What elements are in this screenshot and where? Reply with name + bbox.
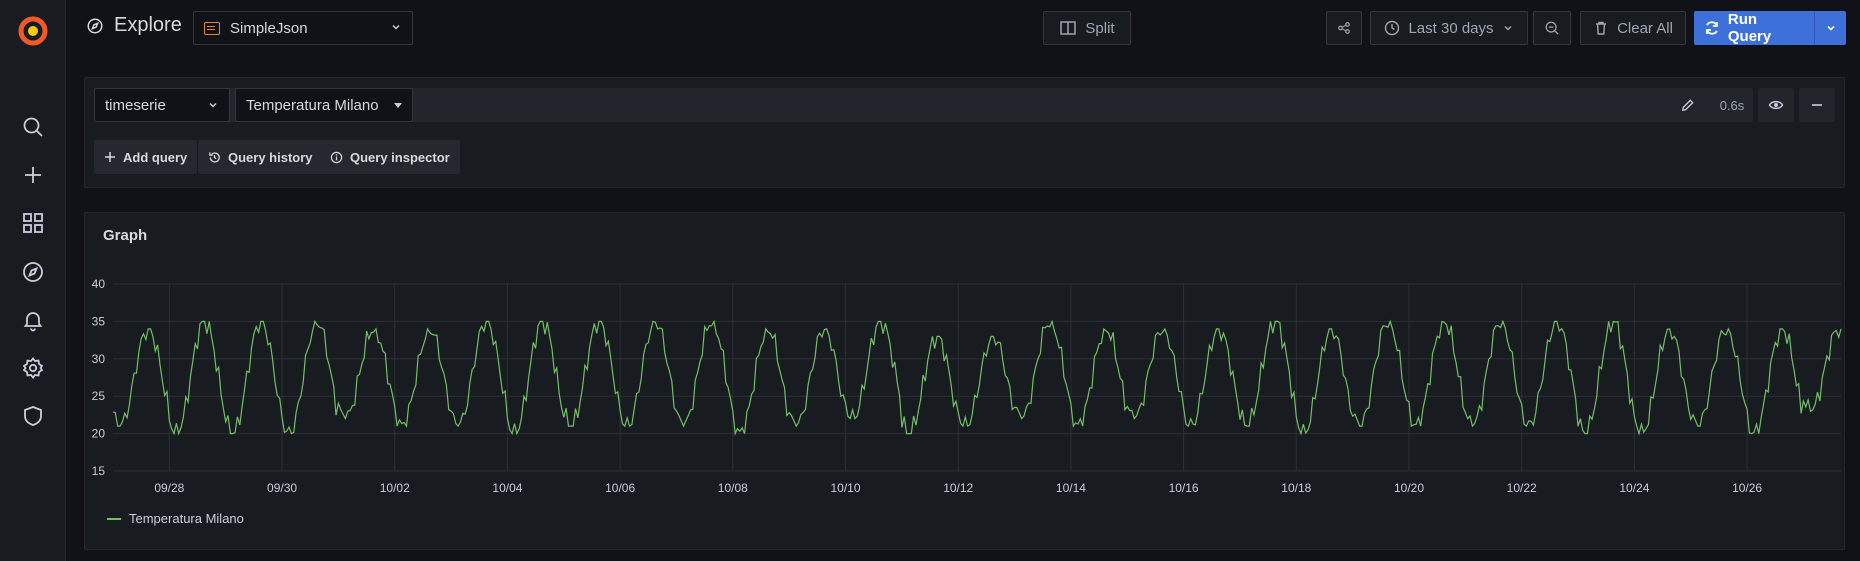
info-icon xyxy=(330,151,343,163)
x-tick-label: 10/06 xyxy=(605,481,635,495)
sidebar xyxy=(0,0,66,561)
y-tick-label: 15 xyxy=(92,464,106,478)
x-tick-label: 09/28 xyxy=(154,481,184,495)
caret-down-icon xyxy=(394,102,402,108)
y-tick-label: 35 xyxy=(92,314,106,328)
split-button[interactable]: Split xyxy=(1043,11,1131,45)
x-tick-label: 10/26 xyxy=(1732,481,1762,495)
split-label: Split xyxy=(1085,19,1115,37)
add-query-label: Add query xyxy=(123,149,188,165)
x-tick-label: 10/14 xyxy=(1056,481,1086,495)
bell-icon[interactable] xyxy=(18,305,48,335)
dashboards-icon[interactable] xyxy=(18,208,48,238)
page-title: Explore xyxy=(86,14,182,37)
zoom-out-icon xyxy=(1545,21,1559,35)
x-tick-label: 10/08 xyxy=(718,481,748,495)
clear-all-button[interactable]: Clear All xyxy=(1580,11,1686,45)
run-query-main[interactable]: Run Query xyxy=(1694,11,1814,45)
page-title-text: Explore xyxy=(114,14,182,36)
share-button[interactable] xyxy=(1326,11,1362,45)
chevron-down-icon xyxy=(1826,25,1835,31)
clear-all-label: Clear All xyxy=(1617,19,1673,37)
trash-icon xyxy=(1596,21,1607,35)
y-tick-label: 20 xyxy=(92,427,106,441)
query-target-select[interactable]: Temperatura Milano xyxy=(235,88,413,122)
graph-panel: 15 20 25 30 35 40 09/28 09/30 10/02 10/04 10/06 10/… xyxy=(84,212,1845,550)
graph-chart: 15 20 25 30 35 40 09/28 09/30 10/02 10/04 10/06 10/… xyxy=(92,277,1842,495)
plus-icon[interactable] xyxy=(18,160,48,190)
datasource-name: SimpleJson xyxy=(230,19,308,37)
zoom-out-button[interactable] xyxy=(1533,11,1571,45)
clock-icon xyxy=(1385,20,1400,36)
minus-icon xyxy=(1812,104,1822,106)
search-icon[interactable] xyxy=(18,112,48,142)
eye-icon xyxy=(1768,100,1784,110)
add-query-button[interactable]: Add query xyxy=(94,140,198,174)
datasource-picker[interactable]: SimpleJson xyxy=(193,11,413,45)
legend-item-label[interactable]: Temperatura Milano xyxy=(129,511,244,526)
compass-icon[interactable] xyxy=(18,257,48,287)
query-inspector-label: Query inspector xyxy=(350,149,450,165)
chevron-down-icon xyxy=(209,102,217,108)
remove-query-button[interactable] xyxy=(1799,88,1835,122)
plus-icon xyxy=(105,152,115,162)
x-tick-label: 10/22 xyxy=(1507,481,1537,495)
y-tick-label: 25 xyxy=(92,389,106,403)
top-bar: Explore SimpleJson Split xyxy=(66,0,1860,56)
x-tick-label: 10/10 xyxy=(831,481,861,495)
y-tick-label: 40 xyxy=(92,277,106,291)
query-target-value: Temperatura Milano xyxy=(246,96,379,114)
x-tick-label: 10/12 xyxy=(943,481,973,495)
run-query-label: Run Query xyxy=(1727,11,1772,45)
grafana-logo-icon[interactable] xyxy=(12,10,54,52)
graph-title: Graph xyxy=(103,227,148,244)
toggle-visibility-button[interactable] xyxy=(1758,88,1794,122)
legend-swatch xyxy=(107,517,121,520)
share-icon xyxy=(1338,22,1350,34)
run-query-button[interactable]: Run Query xyxy=(1694,11,1846,45)
query-type-select[interactable]: timeserie xyxy=(94,88,230,122)
split-icon xyxy=(1060,21,1077,35)
edit-query-button[interactable] xyxy=(1669,88,1705,122)
compass-icon xyxy=(87,18,103,33)
x-tick-label: 10/20 xyxy=(1394,481,1424,495)
query-time: 0.6s xyxy=(1711,88,1753,122)
x-tick-label: 10/18 xyxy=(1281,481,1311,495)
legend: Temperatura Milano xyxy=(107,511,244,526)
chevron-down-icon xyxy=(1504,25,1512,31)
y-tick-label: 30 xyxy=(92,352,106,366)
series-line-temperatura-milano xyxy=(112,319,1842,436)
time-range-label: Last 30 days xyxy=(1408,19,1494,37)
query-inspector-button[interactable]: Query inspector xyxy=(320,140,460,174)
history-icon xyxy=(209,151,220,163)
x-tick-label: 10/02 xyxy=(380,481,410,495)
shield-icon[interactable] xyxy=(18,401,48,431)
query-editor-panel: timeserie Temperatura Milano 0.6s Add qu… xyxy=(84,77,1845,188)
x-tick-label: 10/16 xyxy=(1169,481,1199,495)
x-tick-label: 10/04 xyxy=(492,481,522,495)
chevron-down-icon xyxy=(390,20,402,37)
query-history-label: Query history xyxy=(228,149,313,165)
time-range-picker[interactable]: Last 30 days xyxy=(1370,11,1528,45)
query-history-button[interactable]: Query history xyxy=(198,140,323,174)
x-tick-label: 09/30 xyxy=(267,481,297,495)
run-query-dropdown[interactable] xyxy=(1814,11,1846,45)
pencil-icon xyxy=(1681,98,1694,111)
x-tick-label: 10/24 xyxy=(1619,481,1649,495)
gear-icon[interactable] xyxy=(18,353,48,383)
query-type-value: timeserie xyxy=(105,96,166,114)
datasource-icon xyxy=(204,21,220,35)
refresh-icon xyxy=(1706,21,1718,35)
